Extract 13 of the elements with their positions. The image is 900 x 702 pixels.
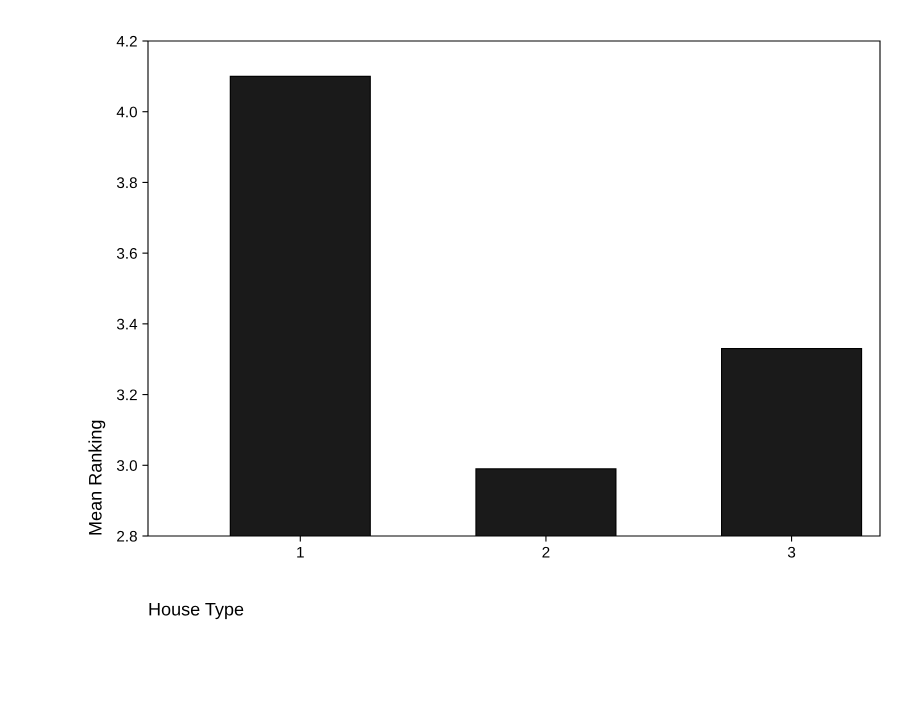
x-tick-label: 1 <box>297 546 304 558</box>
y-tick-label: 3.0 <box>116 460 137 471</box>
x-tick-label: 2 <box>542 546 550 558</box>
y-tick-label: 3.2 <box>116 389 137 400</box>
y-tick-label: 3.4 <box>116 318 138 330</box>
y-tick-label: 2.8 <box>117 530 137 542</box>
y-tick-label: 4.0 <box>116 106 137 118</box>
y-tick-label: 3.8 <box>116 177 137 188</box>
y-tick-label: 4.2 <box>116 36 137 47</box>
y-tick-label: 3.6 <box>116 248 137 259</box>
x-tick-label: 3 <box>788 546 796 558</box>
x-axis-title: House Type <box>149 602 244 620</box>
y-axis-title: Mean Ranking <box>88 420 106 535</box>
